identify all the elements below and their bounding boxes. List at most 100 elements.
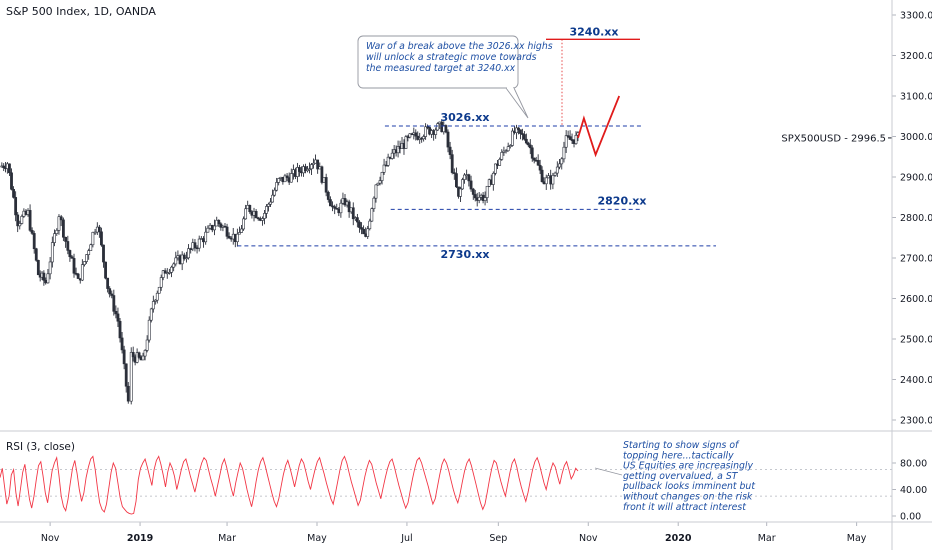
candle-body [275,182,279,191]
y-tick-label: 3100.0 [900,92,932,103]
candle-body [2,165,6,169]
candle-body [368,220,372,230]
candle-body [30,230,34,234]
candle-body [517,127,520,131]
rsi-line [0,455,579,515]
candle-body [217,219,221,225]
candle-body [347,201,351,213]
candle-body [141,355,145,361]
candle-body [467,174,471,182]
candle-body [360,227,363,230]
candle-body [137,352,141,358]
candle-body [97,226,101,233]
x-tick-label: Nov [41,533,60,544]
callout-pointer [505,87,529,119]
candle-body [263,213,266,219]
annotations: War of a break above the 3026.xx highswi… [357,35,755,513]
candle-body [267,203,270,207]
candle-body [265,206,268,214]
callout-text-line: War of a break above the 3026.xx highs [366,41,553,52]
candle-body [526,142,530,146]
candle-body [172,263,176,268]
rsi-note-text-line: getting overvalued, a ST [623,471,739,482]
candle-body [362,228,365,235]
candle-body [485,185,489,198]
candle-body [149,308,153,321]
rsi-note-text-line: front it will attract interest [623,502,746,513]
candle-body [248,205,252,213]
rsi-note-text-line: pullback looks imminent but [622,481,755,492]
candle-body [562,146,566,160]
candle-body [238,232,241,235]
last-price-label: SPX500USD - 2996.5 [781,133,886,144]
candle-body [289,173,293,183]
candle-body [83,261,86,265]
callout-box [357,35,519,89]
candle-body [50,242,54,263]
candle-body [72,258,76,274]
x-tick-label: 2020 [665,533,692,544]
candle-body [114,311,118,315]
candle-body [102,244,105,263]
candle-body [104,261,107,279]
candle-body [296,167,299,177]
candle-body [326,191,330,200]
candle-body [515,127,518,134]
level-label-3026: 3026.xx [441,111,490,124]
candle-body [89,244,93,251]
candle-body [285,175,289,178]
price-axis: 3300.0 3200.0 3100.0 3000.0 2900.0 2800.0 2700… [781,11,932,427]
candle-body [538,164,542,171]
rsi-note-text-line: topping here...tactically [623,450,734,461]
candle-body [536,160,540,166]
candle-body [355,217,359,223]
candle-body [12,189,15,198]
candle-body [378,180,382,184]
candle-body [254,211,258,219]
rsi-panel [0,455,892,515]
candle-body [532,157,536,161]
candle-body [358,221,361,228]
candle-body [324,177,328,193]
x-tick-label: Sep [489,533,507,544]
candle-body [566,135,570,137]
candle-body [273,189,277,196]
candle-body [18,223,22,227]
candle-body [416,135,420,140]
candle-body [261,218,264,221]
candle-body [408,133,412,138]
candle-body [100,231,103,246]
candle-body [269,201,272,205]
y-tick-label: 3300.0 [900,11,932,22]
candle-body [424,126,428,137]
candle-body [87,250,91,255]
candle-body [310,164,313,170]
candle-body [256,217,260,220]
candle-body [436,123,440,131]
time-axis: Nov 2019 Mar May Jul Sep Nov 2020 Mar May [41,522,867,544]
level-label-2820: 2820.xx [598,194,647,207]
candle-body [44,280,48,284]
candle-body [304,166,307,172]
candle-body [161,270,165,278]
candle-body [366,228,370,237]
candle-body [210,224,214,231]
candle-body [521,133,524,135]
candle-body [568,136,572,140]
candle-body [560,158,564,165]
candle-body [57,216,61,231]
candle-body [8,163,11,174]
candle-body [524,138,528,144]
candle-body [46,273,50,284]
candle-body [312,162,315,165]
candle-body [551,175,555,185]
candle-body [374,184,378,199]
candle-body [174,257,178,265]
candle-body [48,261,52,275]
candle-body [32,233,36,250]
candle-body [76,273,80,279]
x-tick-label: Mar [758,533,776,544]
rsi-tick-label: 80.00 [900,459,927,470]
candle-body [329,199,332,207]
level-label-2730: 2730.xx [441,248,490,261]
